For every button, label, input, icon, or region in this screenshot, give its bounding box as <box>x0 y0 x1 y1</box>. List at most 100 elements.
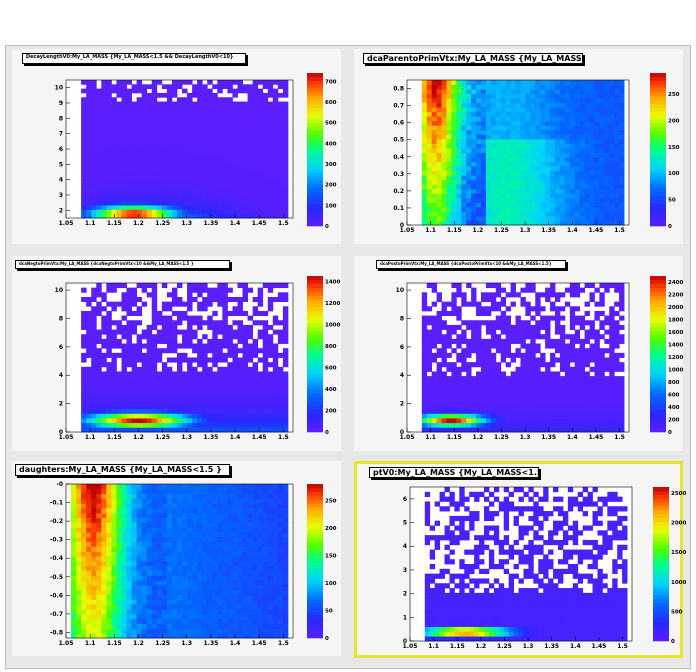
heatmap-cell <box>232 80 238 85</box>
heatmap-cell <box>594 357 600 363</box>
heatmap-cell <box>515 352 521 358</box>
heatmap-cell <box>569 107 576 113</box>
heatmap-cell <box>86 161 92 167</box>
heatmap-cell <box>525 385 531 391</box>
heatmap-cell <box>197 418 203 424</box>
heatmap-cell <box>594 348 600 354</box>
heatmap-cell <box>441 202 447 208</box>
heatmap-cell <box>421 408 428 414</box>
heatmap-cell <box>116 192 122 197</box>
heatmap-cell <box>81 157 87 163</box>
pad-decaylength[interactable]: 1.05 1.1 1.15 1.2 1.25 1.3 1.35 1.4 1.45 1.5 2 3 4 5 6… <box>12 49 341 244</box>
heatmap-cell <box>515 93 521 99</box>
heatmap-cell <box>456 202 462 208</box>
heatmap-cell <box>530 348 536 354</box>
heatmap-cell <box>197 380 203 386</box>
heatmap-cell <box>262 362 269 368</box>
heatmap-cell <box>421 116 428 122</box>
heatmap-cell <box>520 343 526 349</box>
heatmap-cell <box>619 170 625 176</box>
heatmap-cell <box>525 179 531 185</box>
heatmap-cell <box>247 348 254 354</box>
heatmap-cell <box>252 161 259 167</box>
heatmap-cell <box>222 371 228 377</box>
heatmap-cell <box>121 136 127 141</box>
heatmap-cell <box>141 385 148 391</box>
heatmap-cell <box>91 131 97 137</box>
heatmap-cell <box>545 138 551 144</box>
heatmap-cell <box>490 422 497 428</box>
pad-dcaposto[interactable]: 1.05 1.1 1.15 1.2 1.25 1.3 1.35 1.4 1.45 1.5 0 2 4 6 8… <box>354 256 683 451</box>
heatmap-cell <box>156 413 163 419</box>
heatmap-cell <box>91 334 97 340</box>
heatmap-cell <box>257 101 264 107</box>
heatmap-cell <box>272 153 279 159</box>
heatmap-cell <box>510 380 516 386</box>
heatmap-cell <box>151 110 158 115</box>
heatmap-cell <box>569 310 576 316</box>
heatmap-cell <box>451 143 457 149</box>
heatmap-cell <box>564 380 571 386</box>
heatmap-cell <box>490 324 497 330</box>
heatmap-cell <box>136 380 143 386</box>
pad-dcaparent[interactable]: 1.05 1.1 1.15 1.2 1.25 1.3 1.35 1.4 1.45 1.5 0 0.1 0… <box>354 49 683 244</box>
heatmap-cell <box>187 144 193 150</box>
heatmap-cell <box>589 125 595 131</box>
heatmap-cell <box>282 371 289 377</box>
heatmap-cell <box>166 114 173 120</box>
heatmap-cell <box>146 283 153 289</box>
heatmap-cell <box>564 404 571 410</box>
heatmap-cell <box>232 385 238 391</box>
heatmap-cell <box>550 362 556 368</box>
heatmap-cell <box>535 215 541 221</box>
heatmap-cell <box>564 348 571 354</box>
heatmap-cell <box>490 366 497 372</box>
heatmap-cell <box>207 408 213 414</box>
heatmap-cell <box>619 427 625 433</box>
heatmap-cell <box>91 170 97 176</box>
heatmap-cell <box>282 213 289 219</box>
palette-bin <box>307 118 323 124</box>
heatmap-cell <box>182 127 188 133</box>
heatmap-cell <box>485 193 492 199</box>
heatmap-cell <box>171 80 178 85</box>
heatmap-cell <box>485 206 492 212</box>
heatmap-cell <box>584 310 590 316</box>
heatmap-cell <box>490 157 497 162</box>
heatmap-cell <box>207 413 213 419</box>
heatmap-cell <box>106 140 112 146</box>
heatmap-cell <box>126 157 132 163</box>
heatmap-cell <box>272 418 279 424</box>
heatmap-cell <box>187 161 193 167</box>
heatmap-cell <box>569 366 576 372</box>
heatmap-cell <box>131 418 138 424</box>
heatmap-cell <box>176 283 183 289</box>
heatmap-cell <box>446 138 452 144</box>
heatmap-cell <box>510 292 516 298</box>
heatmap-cell <box>282 390 289 396</box>
heatmap-cell <box>86 131 92 137</box>
heatmap-cell <box>574 166 581 172</box>
heatmap-cell <box>96 306 102 312</box>
heatmap-cell <box>91 200 97 206</box>
heatmap-cell <box>604 80 610 85</box>
heatmap-cell <box>436 211 442 217</box>
palette-bin <box>307 416 323 421</box>
heatmap-cell <box>426 320 433 326</box>
heatmap-cell <box>505 179 511 185</box>
heatmap-cell <box>161 101 168 107</box>
heatmap-cell <box>116 166 122 171</box>
heatmap-cell <box>161 399 168 405</box>
pad-dcanegto[interactable]: 1.05 1.1 1.15 1.2 1.25 1.3 1.35 1.4 1.45 1.5 0 2 4 6 8… <box>12 256 341 451</box>
palette-bin <box>307 303 323 308</box>
heatmap-cell <box>187 427 193 433</box>
palette-bin <box>650 80 666 85</box>
heatmap-cell <box>252 192 259 197</box>
heatmap-cell <box>217 380 223 386</box>
heatmap-cell <box>500 161 507 167</box>
heatmap-cell <box>466 399 472 405</box>
heatmap-cell <box>126 408 132 414</box>
heatmap-cell <box>525 107 531 113</box>
heatmap-cell <box>441 166 447 172</box>
heatmap-cell <box>81 192 87 197</box>
